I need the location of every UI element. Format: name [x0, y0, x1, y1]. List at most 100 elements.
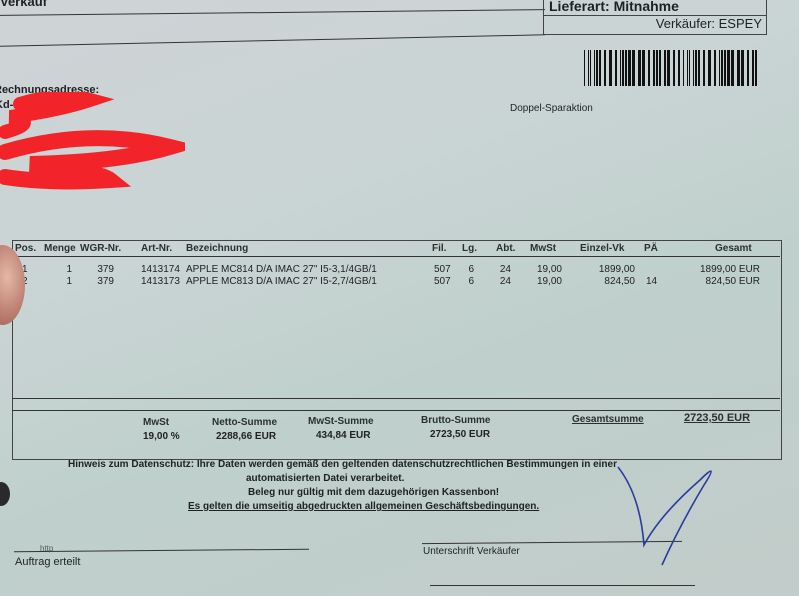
barcode-bar: [703, 50, 705, 86]
barcode-bar: [708, 50, 711, 86]
table-cell: 6: [468, 276, 474, 287]
column-header: Gesamt: [715, 243, 752, 254]
header-top-left: Verkauf: [0, 0, 47, 9]
table-cell: 24: [499, 276, 511, 287]
barcode-bar: [747, 50, 749, 86]
barcode-bar: [695, 50, 697, 86]
barcode-bar: [673, 50, 675, 86]
barcode-bar: [599, 50, 601, 86]
barcode-bar: [724, 50, 726, 86]
barcode-bar: [590, 50, 591, 86]
table-cell: 824,50 EUR: [705, 276, 760, 287]
signature-line-order: [14, 548, 309, 553]
table-cell: 1413173: [141, 276, 180, 287]
barcode-bar: [659, 50, 661, 86]
table-cell: 1: [66, 276, 72, 287]
barcode-bar: [687, 50, 688, 86]
barcode-bar: [620, 50, 621, 86]
column-header: Einzel-Vk: [580, 243, 625, 254]
mwst-label: MwSt: [143, 417, 170, 428]
table-cell: 1413174: [141, 264, 180, 275]
barcode-bar: [632, 50, 635, 86]
divider: [12, 410, 780, 411]
table-cell: 379: [97, 276, 114, 287]
barcode-bar: [714, 50, 716, 86]
mwst-sum-label: MwSt-Summe: [308, 416, 374, 427]
table-cell: 1899,00: [598, 264, 635, 275]
table-cell: 1: [22, 264, 28, 275]
delivery-type: Lieferart: Mitnahme: [549, 0, 679, 14]
netto-value: 2288,66 EUR: [216, 431, 277, 442]
table-cell: 507: [434, 264, 451, 275]
redaction-scribble: [0, 92, 185, 190]
table-cell: 24: [499, 264, 511, 275]
divider: [0, 34, 545, 47]
barcode-bar: [638, 50, 641, 86]
barcode-bar: [693, 50, 694, 86]
table-cell: 6: [468, 264, 474, 275]
table-cell: 1899,00 EUR: [699, 264, 760, 275]
barcode-bar: [664, 50, 666, 86]
punch-hole: [0, 482, 10, 506]
column-header: Fil.: [432, 243, 447, 254]
barcode-bar: [594, 50, 595, 86]
barcode-bar: [596, 50, 598, 86]
header-box: Lieferart: Mitnahme Verkäufer: ESPEY: [543, 0, 767, 35]
column-header: Lg.: [462, 243, 477, 254]
items-table: [12, 240, 782, 460]
column-header: WGR-Nr.: [80, 243, 122, 254]
barcode-bar: [721, 50, 723, 86]
barcode-bar: [698, 50, 700, 86]
barcode-bar: [741, 50, 744, 86]
divider: [430, 585, 695, 586]
brutto-value: 2723,50 EUR: [430, 429, 491, 440]
mwst-value: 19,00 %: [143, 431, 180, 442]
order-label: Auftrag erteilt: [15, 556, 81, 568]
table-cell: 1: [66, 264, 72, 275]
barcode-bar: [584, 50, 585, 86]
table-cell: APPLE MC813 D/A IMAC 27" I5-2,7/4GB/1: [186, 276, 377, 287]
table-cell: APPLE MC814 D/A IMAC 27" I5-3,1/4GB/1: [186, 264, 377, 275]
barcode-bar: [628, 50, 631, 86]
mwst-sum-value: 434,84 EUR: [316, 430, 371, 441]
divider: [12, 256, 780, 257]
barcode-bar: [737, 50, 740, 86]
barcode-bar: [727, 50, 730, 86]
table-cell: 824,50: [604, 276, 635, 287]
netto-label: Netto-Summe: [212, 417, 278, 428]
column-header: Pos.: [15, 243, 37, 254]
column-header: Bezeichnung: [186, 243, 249, 254]
column-header: Abt.: [496, 243, 516, 254]
barcode-bar: [731, 50, 734, 86]
barcode-bar: [689, 50, 690, 86]
barcode-bar: [656, 50, 658, 86]
table-cell: 19,00: [536, 264, 562, 275]
barcode-bar: [752, 50, 754, 86]
barcode-bar: [648, 50, 650, 86]
column-header: PÄ: [644, 243, 658, 254]
barcode-bar: [642, 50, 645, 86]
total-value: 2723,50 EUR: [684, 412, 751, 424]
barcode-bar: [719, 50, 720, 86]
table-cell: 19,00: [536, 276, 562, 287]
table-cell: 507: [434, 276, 451, 287]
barcode-bar: [755, 50, 757, 86]
barcode-bar: [683, 50, 684, 86]
barcode-bar: [667, 50, 670, 86]
privacy-notice: Hinweis zum Datenschutz: Ihre Daten werd…: [68, 459, 617, 470]
signature: [617, 466, 712, 566]
barcode-bar: [609, 50, 612, 86]
promo-text: Doppel-Sparaktion: [510, 103, 593, 114]
barcode-bar: [678, 50, 680, 86]
watermark: http: [40, 544, 54, 553]
column-header: Art-Nr.: [141, 243, 173, 254]
barcode: [584, 50, 757, 86]
terms-notice: Es gelten die umseitig abgedruckten allg…: [188, 501, 540, 512]
divider: [0, 9, 545, 16]
brutto-label: Brutto-Summe: [421, 415, 491, 426]
privacy-notice-2: automatisierten Datei verarbeitet.: [246, 473, 405, 484]
barcode-bar: [622, 50, 624, 86]
barcode-bar: [615, 50, 617, 86]
table-cell: 14: [646, 276, 658, 287]
seller-signature-label: Unterschrift Verkäufer: [423, 546, 520, 557]
